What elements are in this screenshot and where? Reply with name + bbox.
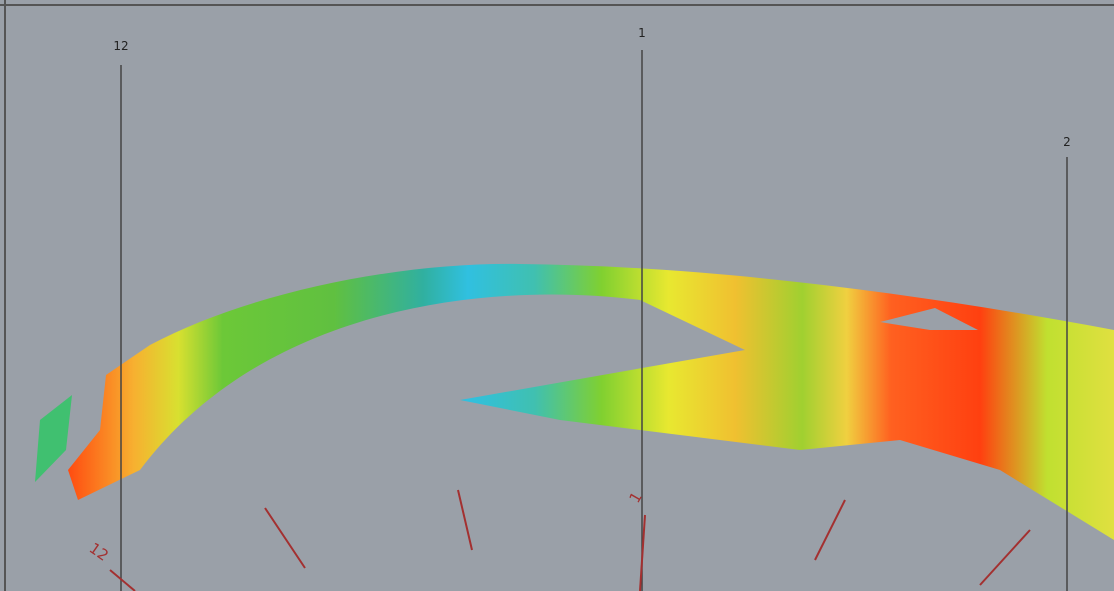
ticks — [109, 489, 1031, 591]
band-fragment — [35, 395, 72, 482]
hour-label: 2 — [1063, 135, 1071, 149]
scan-band — [68, 263, 1114, 540]
band-hole — [880, 308, 978, 330]
hour-label: 12 — [113, 39, 128, 53]
hour-label: 1 — [638, 26, 646, 40]
